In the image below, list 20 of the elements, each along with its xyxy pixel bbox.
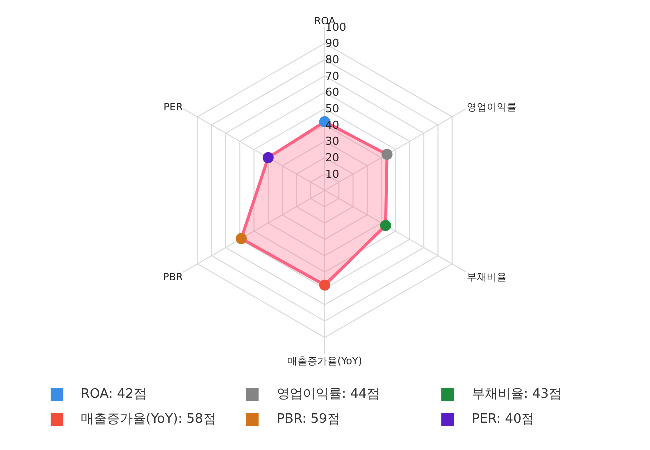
spoke-label: PER [164,102,184,114]
text: 영업이익률: 44점 [277,387,380,402]
text: 매출증가율(YoY): 58점 [81,412,216,427]
y-tick-label: 50 [326,102,340,116]
y-tick-label: 90 [326,37,340,50]
y-tick-label: 60 [326,86,340,100]
y-tick-label: 10 [326,168,340,181]
y-tick-label: 40 [326,118,340,132]
spoke-label: 매출증가율(YoY) [288,356,362,368]
spoke-label: PBR [163,272,184,284]
text: ROA: 42점 [81,387,147,402]
spoke-label: 부채비율 [466,272,507,284]
text: 부채비율: 43점 [472,387,562,402]
y-tick-label: 80 [326,53,340,66]
spoke-label: 영업이익률 [466,102,517,114]
y-tick-label: 20 [326,151,340,164]
text: PER: 40점 [472,412,535,427]
text: PBR: 59점 [277,412,340,427]
y-tick-label: 30 [326,135,340,148]
y-tick-label: 70 [326,70,340,83]
